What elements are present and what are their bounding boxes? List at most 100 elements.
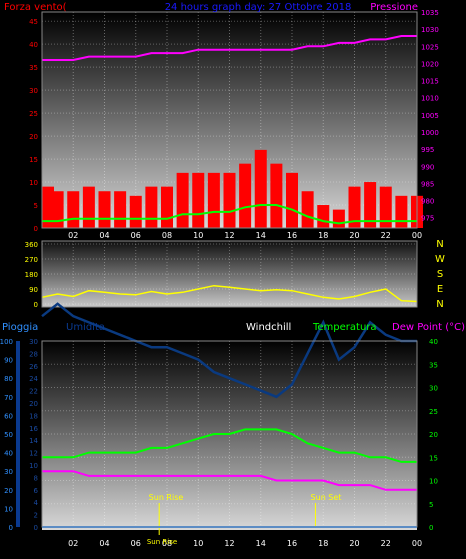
- dew-point-label: Dew Point (°C): [392, 322, 465, 333]
- pressure-tick-label: 975: [421, 215, 434, 223]
- x-tick-label: 04: [99, 539, 109, 548]
- temperature-tick-label: 20: [429, 431, 438, 439]
- direction-panel-frame: [41, 240, 418, 308]
- wind-bar: [207, 172, 220, 228]
- wind-bar: [98, 191, 111, 228]
- humidity-tick-label: 22: [29, 388, 38, 396]
- humidity-tick-label: 12: [29, 450, 38, 458]
- wind-bar: [254, 149, 267, 228]
- pressure-tick-label: 995: [421, 146, 434, 154]
- humidity-tick-label: 6: [34, 487, 39, 495]
- compass-label: E: [437, 284, 443, 295]
- x-tick-label: 10: [193, 539, 203, 548]
- humidity-tick-label: 10: [29, 462, 38, 470]
- wind-bar: [161, 186, 173, 228]
- x-tick-label: 12: [224, 231, 234, 240]
- temperature-tick-label: 25: [429, 408, 438, 416]
- wind-tick-label: 10: [29, 179, 38, 187]
- pressure-tick-label: 985: [421, 180, 434, 188]
- direction-tick-label: 180: [25, 271, 38, 279]
- wind-bar: [114, 191, 127, 228]
- wind-bar: [223, 172, 236, 228]
- temperature-tick-label: 0: [429, 524, 433, 532]
- x-tick-label: 18: [318, 539, 328, 548]
- x-tick-label: 22: [381, 231, 391, 240]
- wind-tick-label: 20: [29, 133, 38, 141]
- pressure-tick-label: 1020: [421, 60, 439, 68]
- sun-rise-bottom-label: Sun Rise: [147, 538, 177, 546]
- humidity-line: [41, 302, 417, 399]
- windchill-label: Windchill: [246, 322, 291, 333]
- rain-tick-label: 80: [4, 375, 13, 383]
- wind-tick-label: 15: [29, 156, 38, 164]
- wind-bar: [192, 172, 205, 228]
- rain-tick-label: 0: [9, 524, 13, 532]
- rain-tick-label: 60: [4, 412, 13, 420]
- direction-tick-label: 90: [29, 286, 38, 294]
- wind-tick-label: 0: [34, 225, 38, 233]
- pressure-tick-label: 1030: [421, 26, 439, 34]
- rain-tick-label: 10: [4, 505, 13, 513]
- humidity-tick-label: 0: [34, 524, 38, 532]
- x-tick-label: 00: [412, 539, 422, 548]
- wind-bar: [67, 191, 80, 228]
- compass-label: N: [436, 239, 443, 250]
- wind-bar: [82, 186, 95, 228]
- humidity-tick-label: 18: [29, 412, 38, 420]
- wind-bar: [129, 195, 142, 228]
- pressure-tick-label: 1000: [421, 129, 439, 137]
- wind-tick-label: 35: [29, 64, 38, 72]
- rain-tick-label: 100: [0, 338, 13, 346]
- wind-bar: [145, 186, 158, 228]
- wind-bar: [270, 163, 283, 228]
- x-tick-label: 00: [412, 231, 422, 240]
- rain-tick-label: 40: [4, 450, 13, 458]
- humidity-tick-label: 8: [34, 474, 38, 482]
- wind-bar: [317, 205, 330, 228]
- temperature-tick-label: 30: [429, 385, 438, 393]
- temperature-tick-label: 35: [429, 361, 438, 369]
- pressure-tick-label: 1010: [421, 95, 439, 103]
- pressure-tick-label: 1025: [421, 43, 439, 51]
- rain-axis-bar: [16, 341, 20, 527]
- temperature-tick-label: 10: [429, 478, 438, 486]
- x-tick-label: 16: [287, 231, 297, 240]
- rain-label: Pioggia: [2, 322, 38, 333]
- humidity-tick-label: 14: [29, 437, 38, 445]
- wind-direction-line: [41, 284, 418, 303]
- rain-tick-label: 30: [4, 468, 13, 476]
- wind-axis-label: Forza vento(: [4, 2, 67, 13]
- humidity-tick-label: 16: [29, 425, 38, 433]
- pressure-tick-label: 1035: [421, 9, 439, 17]
- wind-panel-frame: [41, 11, 418, 229]
- pressure-tick-label: 990: [421, 163, 434, 171]
- wind-bar: [51, 191, 64, 228]
- wind-tick-label: 40: [29, 41, 38, 49]
- wind-bar: [286, 172, 298, 228]
- wind-tick-label: 30: [29, 87, 38, 95]
- chart-title: 24 hours graph day: 27 Ottobre 2018: [165, 2, 352, 13]
- x-tick-label: 08: [162, 539, 172, 548]
- temperature-line: [42, 428, 417, 463]
- x-tick-label: 16: [287, 539, 297, 548]
- x-tick-label: 08: [162, 231, 172, 240]
- x-tick-label: 02: [68, 539, 78, 548]
- pressure-tick-label: 980: [421, 198, 434, 206]
- x-tick-label: 20: [349, 539, 359, 548]
- x-tick-label: 02: [68, 231, 78, 240]
- pressure-tick-label: 1015: [421, 78, 439, 86]
- rain-tick-label: 90: [4, 357, 13, 365]
- x-tick-label: 14: [256, 231, 266, 240]
- pressure-line: [42, 35, 417, 61]
- temperature-tick-label: 15: [429, 454, 438, 462]
- x-tick-label: 18: [318, 231, 328, 240]
- temperature-tick-label: 40: [429, 338, 438, 346]
- x-tick-label: 06: [131, 539, 141, 548]
- pressure-axis-label: Pressione: [370, 2, 418, 13]
- x-tick-label: 04: [99, 231, 109, 240]
- rain-tick-label: 20: [4, 487, 13, 495]
- x-tick-label: 22: [381, 539, 391, 548]
- dew-point-line: [42, 470, 417, 491]
- direction-tick-label: 0: [34, 301, 38, 309]
